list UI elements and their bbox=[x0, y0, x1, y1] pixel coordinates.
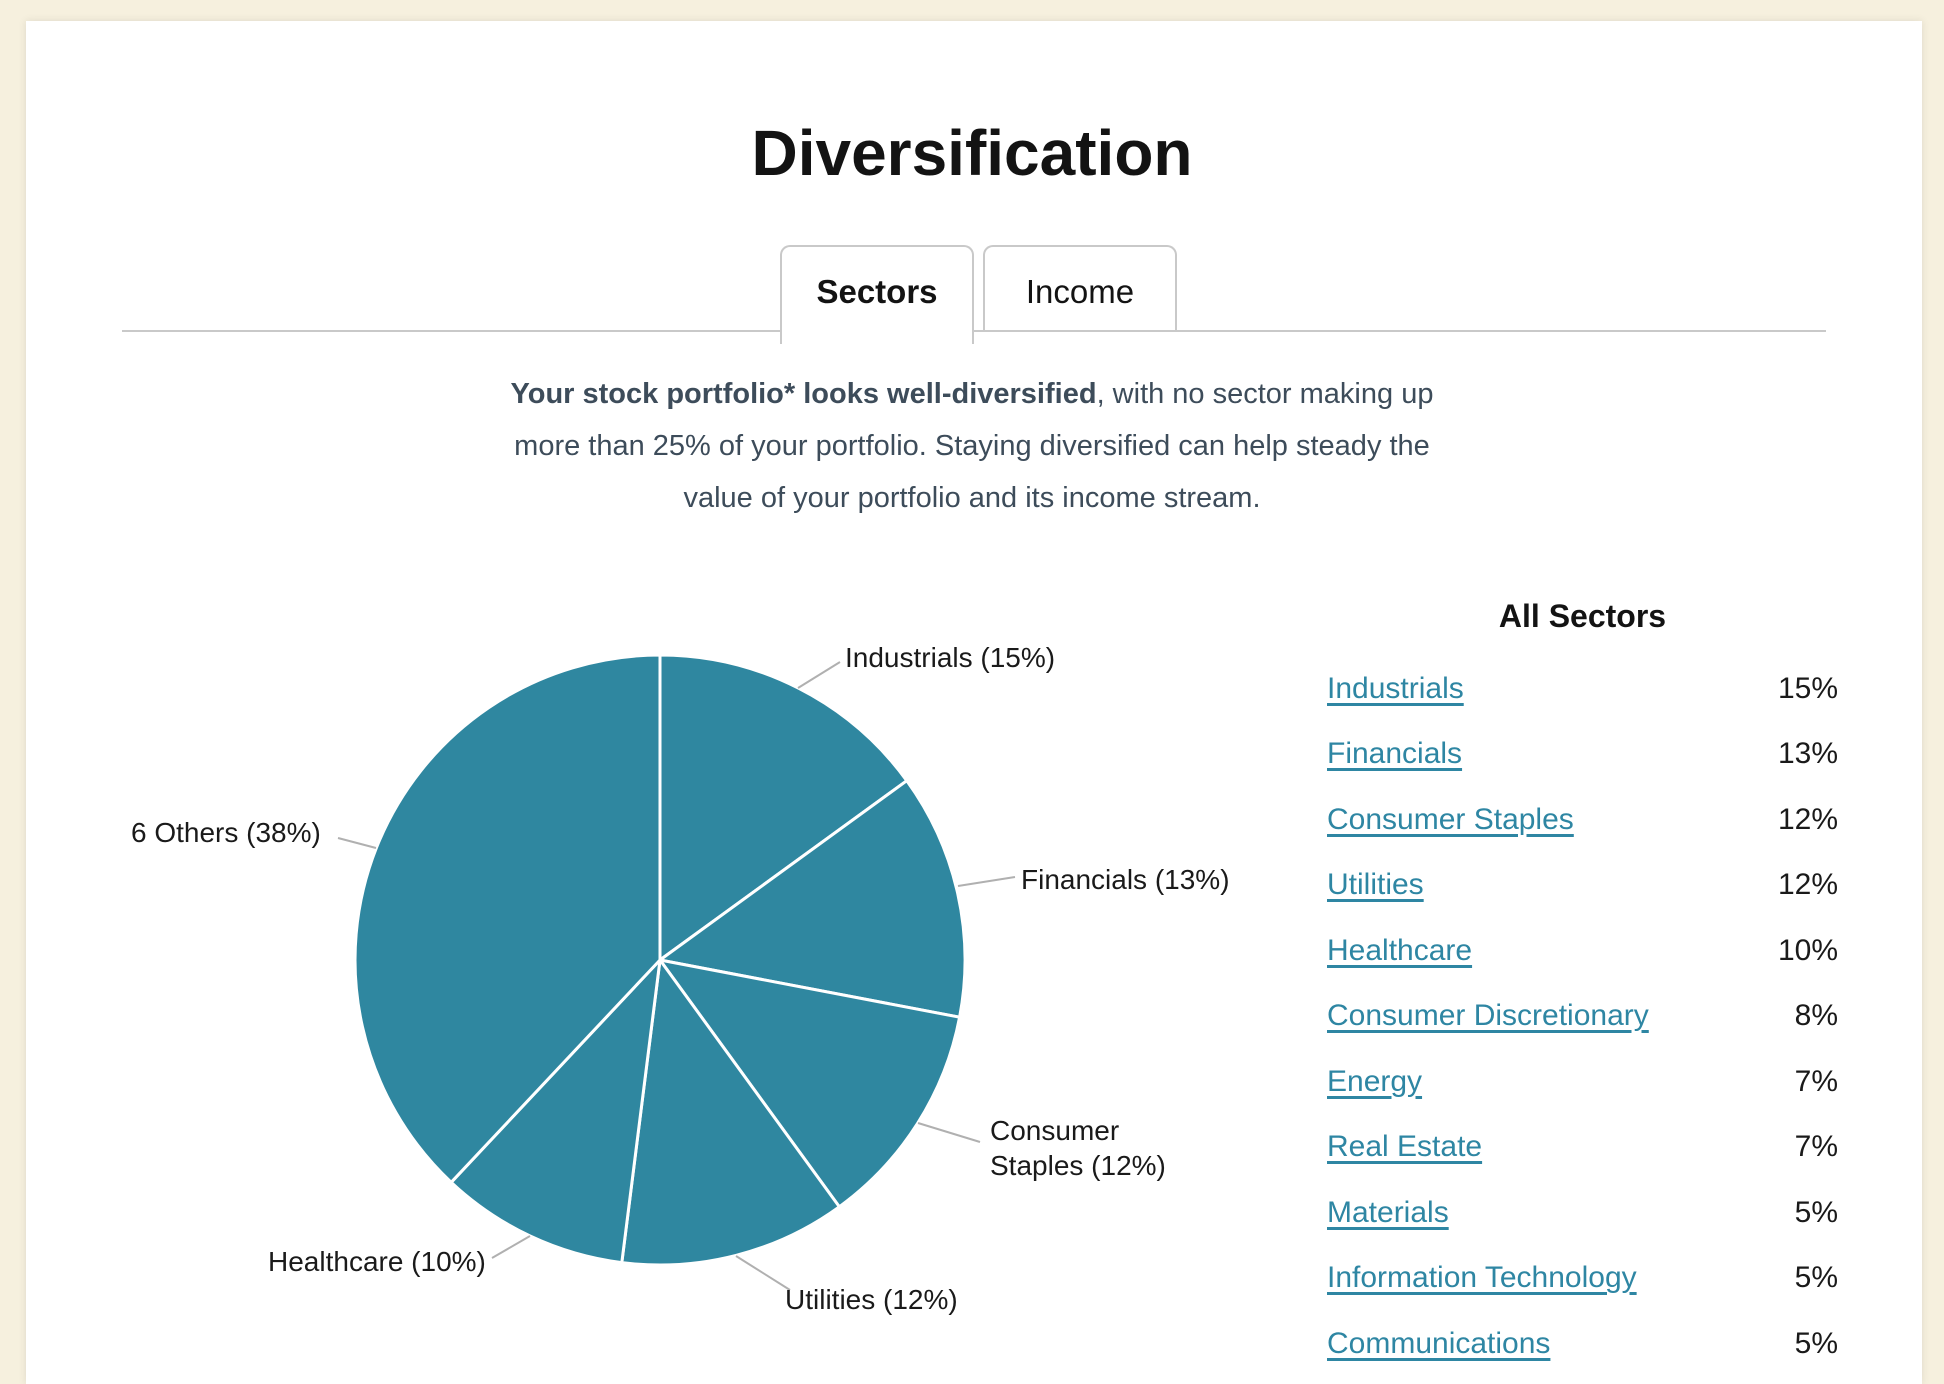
all-sectors-list: Industrials 15% Financials 13% Consumer Stap… bbox=[1327, 656, 1838, 1377]
sector-percent: 5% bbox=[1794, 1326, 1838, 1360]
pie-callout-financials: Financials (13%) bbox=[1021, 864, 1230, 895]
tab-income[interactable]: Income bbox=[983, 245, 1177, 330]
sector-link-information-technology[interactable]: Information Technology bbox=[1327, 1261, 1637, 1295]
sector-percent: 8% bbox=[1794, 999, 1838, 1033]
intro-line-1: Your stock portfolio* looks well-diversi… bbox=[510, 378, 1434, 410]
sector-link-healthcare[interactable]: Healthcare bbox=[1327, 933, 1473, 967]
pie-slice-financials[interactable] bbox=[658, 779, 967, 1019]
sector-row: Industrials 15% bbox=[1327, 656, 1838, 722]
sector-row: Real Estate 7% bbox=[1327, 1115, 1838, 1181]
sector-row: Materials 5% bbox=[1327, 1180, 1838, 1246]
sector-percent: 5% bbox=[1794, 1195, 1838, 1229]
sector-percent: 7% bbox=[1794, 1130, 1838, 1164]
sector-link-utilities[interactable]: Utilities bbox=[1327, 868, 1424, 902]
sector-percent: 5% bbox=[1794, 1261, 1838, 1295]
sector-link-consumer-staples[interactable]: Consumer Staples bbox=[1327, 802, 1574, 836]
all-sectors-panel: All Sectors Industrials 15% Financials 13% C… bbox=[1327, 598, 1838, 1377]
sector-row: Healthcare 10% bbox=[1327, 918, 1838, 984]
sector-percent: 10% bbox=[1777, 933, 1838, 967]
sector-row: Information Technology 5% bbox=[1327, 1246, 1838, 1312]
sector-percent: 7% bbox=[1794, 1064, 1838, 1098]
sector-percent: 12% bbox=[1777, 868, 1838, 902]
pie-callout-consumer-staples: Consumer Staples (12%) bbox=[990, 1115, 1166, 1181]
sector-link-energy[interactable]: Energy bbox=[1327, 1064, 1423, 1098]
pie-callout-utilities: Utilities (12%) bbox=[785, 1284, 958, 1315]
sector-row: Consumer Discretionary 8% bbox=[1327, 984, 1838, 1050]
sector-link-real-estate[interactable]: Real Estate bbox=[1327, 1130, 1483, 1164]
pie-slice-consumer-staples[interactable] bbox=[658, 958, 962, 1209]
pie-callout-industrials: Industrials (15%) bbox=[845, 642, 1056, 673]
sector-row: Consumer Staples 12% bbox=[1327, 787, 1838, 853]
sector-percent: 15% bbox=[1777, 671, 1838, 705]
sector-percent: 12% bbox=[1777, 802, 1838, 836]
intro-line-3: value of your portfolio and its income s… bbox=[683, 482, 1261, 514]
pie-callout-healthcare: Healthcare (10%) bbox=[268, 1246, 486, 1277]
content-card bbox=[26, 21, 1922, 1384]
sector-link-communications[interactable]: Communications bbox=[1327, 1326, 1551, 1360]
sector-link-materials[interactable]: Materials bbox=[1327, 1195, 1449, 1229]
sector-percent: 13% bbox=[1777, 737, 1838, 771]
page-title: Diversification bbox=[751, 117, 1193, 189]
tabbar-divider bbox=[122, 330, 1826, 332]
pie-callout-6-others: 6 Others (38%) bbox=[131, 817, 321, 848]
tab-sectors[interactable]: Sectors bbox=[780, 245, 974, 344]
sector-row: Financials 13% bbox=[1327, 722, 1838, 788]
pie-slice-6-others[interactable] bbox=[353, 653, 662, 1184]
sector-link-consumer-discretionary[interactable]: Consumer Discretionary bbox=[1327, 999, 1649, 1033]
intro-line-2: more than 25% of your portfolio. Staying… bbox=[514, 430, 1430, 462]
sector-link-financials[interactable]: Financials bbox=[1327, 737, 1463, 771]
intro-paragraph: Your stock portfolio* looks well-diversi… bbox=[0, 368, 1944, 524]
sector-row: Utilities 12% bbox=[1327, 853, 1838, 919]
sector-row: Communications 5% bbox=[1327, 1311, 1838, 1377]
sector-row: Energy 7% bbox=[1327, 1049, 1838, 1115]
sector-link-industrials[interactable]: Industrials bbox=[1327, 671, 1464, 705]
all-sectors-heading: All Sectors bbox=[1498, 598, 1667, 634]
